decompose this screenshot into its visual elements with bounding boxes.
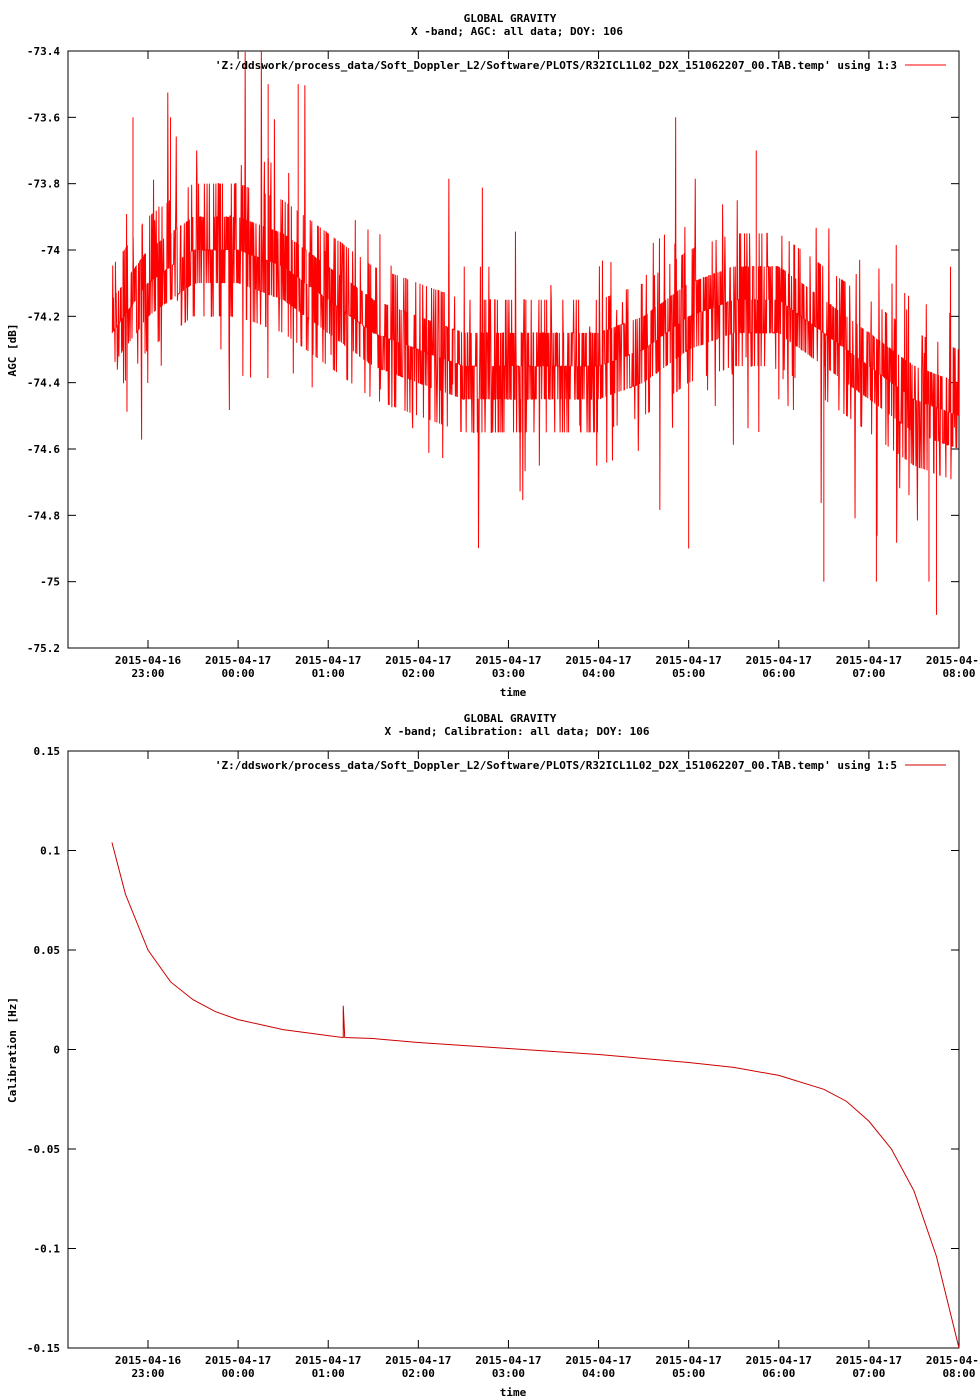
x-tick-time-label: 04:00 [582, 667, 615, 680]
y-tick-label: -74.6 [27, 443, 60, 456]
x-tick-date-label: 2015-04-16 [115, 654, 182, 667]
x-tick-time-label: 00:00 [222, 667, 255, 680]
x-tick-date-label: 2015-04-17 [475, 654, 541, 667]
x-tick-time-label: 01:00 [312, 667, 345, 680]
x-tick-date-label: 2015-04-17 [836, 1354, 902, 1367]
y-tick-label: -0.1 [34, 1243, 61, 1256]
x-tick-time-label: 01:00 [312, 1367, 345, 1380]
x-tick-time-label: 07:00 [852, 667, 885, 680]
x-tick-time-label: 05:00 [672, 667, 705, 680]
y-axis-label: AGC [dB] [6, 324, 19, 377]
chart-subtitle: X -band; AGC: all data; DOY: 106 [411, 25, 623, 38]
x-tick-date-label: 2015-04-17 [205, 654, 271, 667]
agc-series-line [111, 50, 960, 549]
x-tick-date-label: 2015-04-17 [656, 654, 722, 667]
x-tick-time-label: 02:00 [402, 667, 435, 680]
data-lines [111, 50, 960, 615]
chart-title: GLOBAL GRAVITY [464, 12, 557, 25]
x-tick-date-label: 2015-04-17 [295, 1354, 361, 1367]
chart-subtitle: X -band; Calibration: all data; DOY: 106 [385, 725, 650, 738]
y-tick-label: -74.2 [27, 310, 60, 323]
x-tick-time-label: 23:00 [131, 667, 164, 680]
x-tick-date-label: 2015-04-17 [565, 654, 631, 667]
x-axis-label: time [500, 1386, 527, 1399]
x-tick-time-label: 06:00 [762, 1367, 795, 1380]
x-tick-time-label: 07:00 [852, 1367, 885, 1380]
y-tick-label: -74.4 [27, 377, 60, 390]
x-tick-time-label: 03:00 [492, 667, 525, 680]
plot-border [67, 50, 960, 649]
x-tick-time-label: 23:00 [131, 1367, 164, 1380]
x-tick-date-label: 2015-04-17 [926, 1354, 980, 1367]
x-tick-time-label: 06:00 [762, 667, 795, 680]
y-tick-label: -0.15 [27, 1342, 60, 1355]
x-tick-time-label: 08:00 [942, 667, 975, 680]
x-tick-date-label: 2015-04-17 [746, 1354, 812, 1367]
x-tick-time-label: 08:00 [942, 1367, 975, 1380]
y-tick-label: -75.2 [27, 642, 60, 655]
y-tick-label: 0 [53, 1044, 60, 1057]
agc-chart: GLOBAL GRAVITY X -band; AGC: all data; D… [6, 12, 980, 699]
y-tick-labels: 0.15 0.1 0.05 0 -0.05 -0.1 -0.15 [27, 745, 60, 1355]
x-tick-labels: 2015-04-1623:002015-04-1700:002015-04-17… [115, 1354, 980, 1380]
x-tick-time-label: 00:00 [222, 1367, 255, 1380]
y-tick-label: 0.1 [40, 845, 60, 858]
grid-group [68, 750, 960, 1349]
y-tick-labels: -73.4 -73.6 -73.8 -74 -74.2 -74.4 -74.6 -74.8 -7… [27, 45, 60, 655]
chart-title: GLOBAL GRAVITY [464, 712, 557, 725]
y-tick-label: -73.8 [27, 178, 60, 191]
y-tick-label: -73.6 [27, 111, 60, 124]
y-tick-label: -73.4 [27, 45, 60, 58]
legend: 'Z:/ddswork/process_data/Soft_Doppler_L2… [215, 759, 946, 772]
x-tick-date-label: 2015-04-16 [115, 1354, 182, 1367]
x-tick-labels: 2015-04-1623:002015-04-1700:002015-04-17… [115, 654, 980, 680]
legend: 'Z:/ddswork/process_data/Soft_Doppler_L2… [215, 59, 946, 72]
calibration-series-line [111, 842, 960, 1349]
x-tick-date-label: 2015-04-17 [565, 1354, 631, 1367]
y-tick-label: -0.05 [27, 1143, 60, 1156]
y-tick-label: -74 [40, 244, 60, 257]
y-tick-label: 0.05 [34, 944, 61, 957]
x-tick-time-label: 05:00 [672, 1367, 705, 1380]
y-axis-label: Calibration [Hz] [6, 997, 19, 1103]
x-tick-time-label: 02:00 [402, 1367, 435, 1380]
x-tick-date-label: 2015-04-17 [205, 1354, 271, 1367]
data-lines [111, 842, 960, 1349]
x-tick-date-label: 2015-04-17 [385, 1354, 451, 1367]
x-tick-date-label: 2015-04-17 [295, 654, 361, 667]
calibration-chart: GLOBAL GRAVITY X -band; Calibration: all… [6, 712, 980, 1399]
x-tick-date-label: 2015-04-17 [385, 654, 451, 667]
y-tick-label: -74.8 [27, 509, 60, 522]
y-tick-label: 0.15 [34, 745, 61, 758]
plot-border [67, 750, 960, 1349]
x-tick-date-label: 2015-04-17 [475, 1354, 541, 1367]
x-tick-date-label: 2015-04-17 [746, 654, 812, 667]
x-tick-date-label: 2015-04-17 [926, 654, 980, 667]
x-tick-time-label: 03:00 [492, 1367, 525, 1380]
x-tick-date-label: 2015-04-17 [836, 654, 902, 667]
legend-label: 'Z:/ddswork/process_data/Soft_Doppler_L2… [215, 759, 897, 772]
x-axis-label: time [500, 686, 527, 699]
legend-label: 'Z:/ddswork/process_data/Soft_Doppler_L2… [215, 59, 897, 72]
x-tick-time-label: 04:00 [582, 1367, 615, 1380]
x-tick-date-label: 2015-04-17 [656, 1354, 722, 1367]
y-tick-label: -75 [40, 576, 60, 589]
